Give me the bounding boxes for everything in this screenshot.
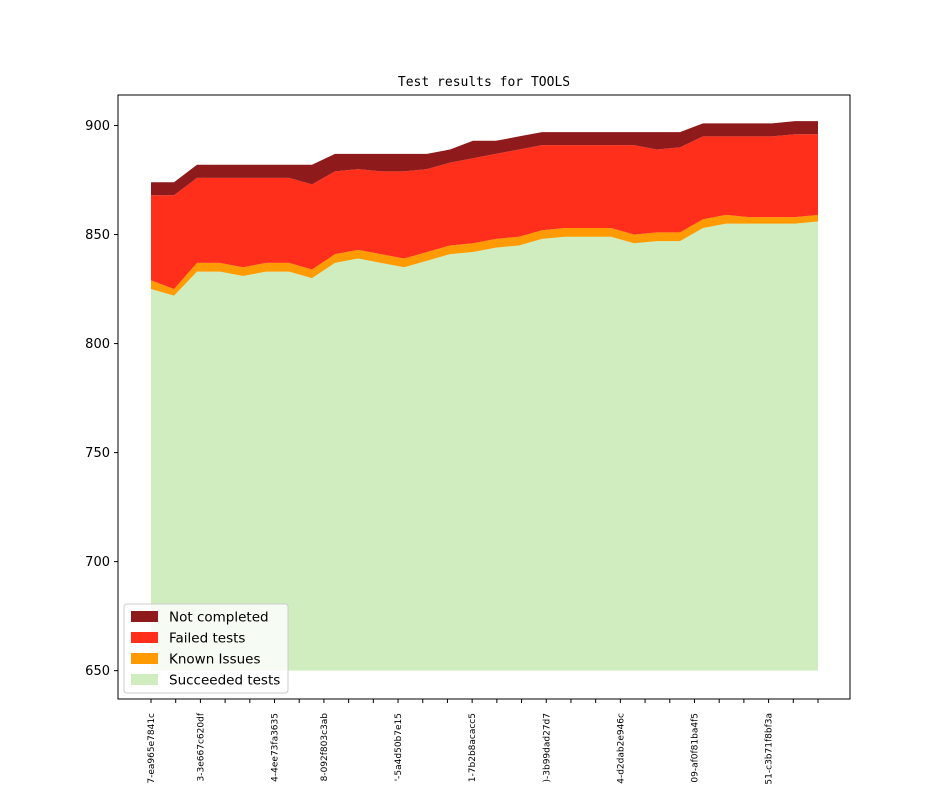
legend-box	[123, 603, 289, 694]
area-known-issues	[151, 214, 818, 296]
x-tick-label: '-5a4d50b7e15	[394, 713, 404, 781]
y-tick-label: 850	[85, 228, 110, 243]
legend: Not completed Failed tests Known Issues Suc…	[123, 603, 289, 694]
legend-label: Known Issues	[169, 652, 261, 668]
y-tick-label: 700	[85, 555, 110, 570]
areas-layer	[151, 121, 818, 671]
y-tick-label: 750	[85, 446, 110, 461]
x-tick-label: 09-af0f81ba4f5	[690, 713, 700, 783]
x-tick-label: 4-4ee73fa3635	[271, 713, 281, 782]
legend-label: Not completed	[169, 610, 269, 626]
y-tick-label: 650	[85, 664, 110, 679]
chart-title: Test results for TOOLS	[398, 75, 570, 90]
y-tick-label: 900	[85, 119, 110, 134]
y-axis: 650 700 750 800 850 900	[85, 119, 118, 679]
area-succeeded-tests	[151, 221, 818, 671]
x-tick-label: 1-7b2b8acacc5	[468, 713, 478, 782]
x-axis: 7-ea965e7841c 3-3e667c620df 4-4ee73fa3635 8…	[147, 699, 819, 785]
x-tick-label: 7-ea965e7841c	[147, 713, 157, 784]
legend-label: Failed tests	[169, 631, 245, 647]
plot-frame	[117, 94, 851, 700]
x-tick-label: 8-092f803c3ab	[320, 713, 330, 782]
x-tick-label: 51-c3b71f8bf3a	[765, 713, 775, 785]
x-tick-label: 4-d2dab2e946c	[616, 713, 626, 784]
x-tick-label: 3-3e667c620df	[196, 712, 206, 781]
y-tick-label: 800	[85, 337, 110, 352]
x-tick-label: )-3b99dad27d7	[542, 713, 552, 782]
legend-label: Succeeded tests	[169, 673, 280, 689]
area-not-completed	[151, 121, 818, 196]
legend-swatch	[131, 653, 158, 664]
area-failed-tests	[151, 134, 818, 290]
legend-swatch	[131, 611, 158, 622]
legend-swatch	[131, 674, 158, 685]
legend-swatch	[131, 632, 158, 643]
